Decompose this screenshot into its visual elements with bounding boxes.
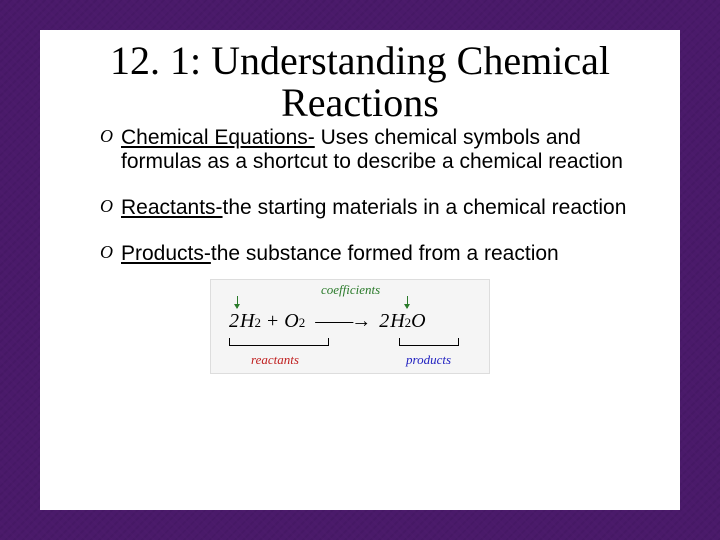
products-label: products	[406, 352, 451, 368]
slide-title: 12. 1: Understanding Chemical Reactions	[80, 40, 640, 124]
sub-2: 2	[299, 315, 306, 331]
definition: the starting materials in a chemical rea…	[223, 196, 627, 219]
reactants-bracket	[229, 338, 329, 346]
sym-h2: H	[390, 310, 404, 333]
bullet-text: Products-the substance formed from a rea…	[121, 242, 559, 266]
bullet-text: Reactants-the starting materials in a ch…	[121, 196, 626, 220]
bullet-text: Chemical Equations- Uses chemical symbol…	[121, 126, 640, 174]
bullet-marker: O	[100, 126, 113, 174]
slide-content: 12. 1: Understanding Chemical Reactions …	[40, 30, 680, 510]
term: Products-	[121, 242, 211, 265]
bullet-marker: O	[100, 196, 113, 220]
bullet-item: O Products-the substance formed from a r…	[100, 242, 640, 266]
bullet-marker: O	[100, 242, 113, 266]
coef-2: 2	[379, 310, 389, 333]
term: Chemical Equations-	[121, 126, 315, 149]
sym-h: H	[240, 310, 254, 333]
equation-formula: 2 H 2 + O 2 ——→ 2 H 2 O	[229, 310, 426, 333]
bullet-item: O Reactants-the starting materials in a …	[100, 196, 640, 220]
products-bracket	[399, 338, 459, 346]
bullet-item: O Chemical Equations- Uses chemical symb…	[100, 126, 640, 174]
coeff-arrow-left	[237, 296, 238, 308]
bullet-list: O Chemical Equations- Uses chemical symb…	[100, 126, 640, 267]
equation-diagram: coefficients 2 H 2 + O 2 ——→ 2 H 2 O rea…	[210, 279, 490, 374]
reactants-label: reactants	[251, 352, 299, 368]
coef-1: 2	[229, 310, 239, 333]
coeff-arrow-right	[407, 296, 408, 308]
reaction-arrow: ——→	[315, 310, 369, 333]
sym-o2: O	[411, 310, 425, 333]
sym-o: O	[284, 310, 298, 333]
plus-sign: +	[267, 310, 278, 333]
coefficients-label: coefficients	[321, 282, 380, 298]
definition: the substance formed from a reaction	[211, 242, 559, 265]
sub-1: 2	[254, 315, 261, 331]
term: Reactants-	[121, 196, 223, 219]
